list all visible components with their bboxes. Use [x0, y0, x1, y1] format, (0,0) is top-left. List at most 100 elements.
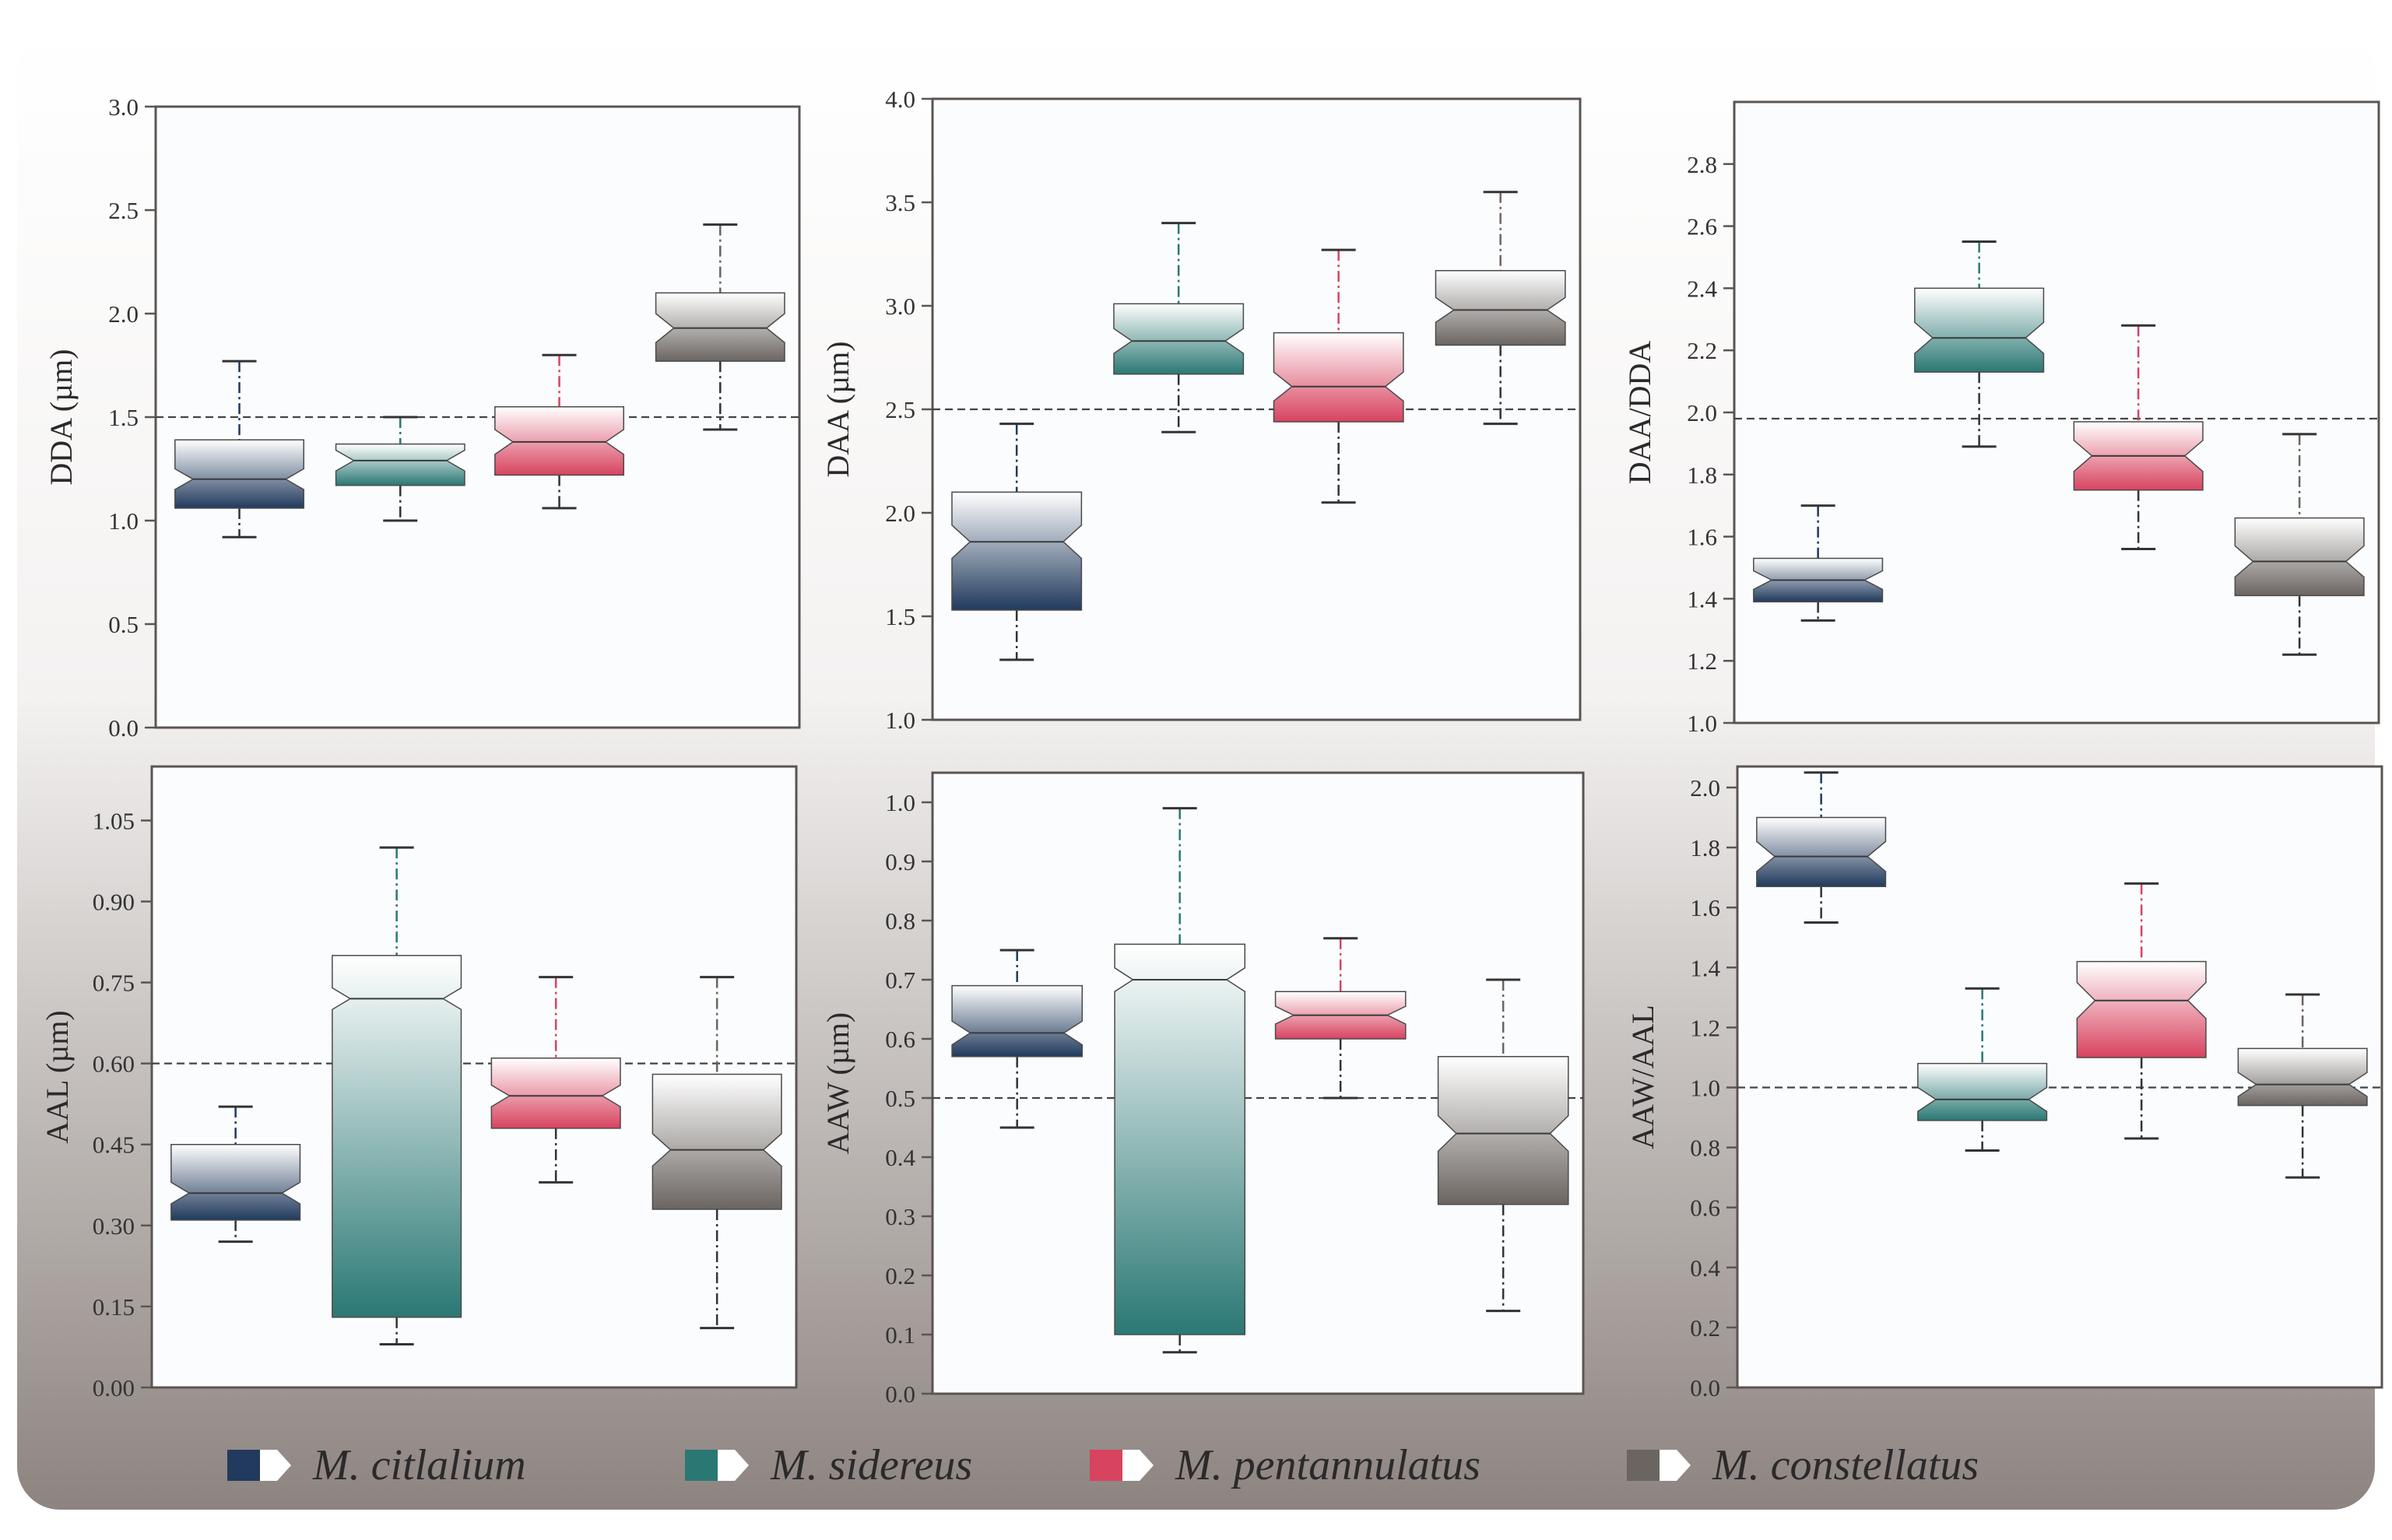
y-tick-label: 0.2 — [885, 1262, 915, 1289]
y-tick-label: 4.0 — [885, 86, 915, 113]
box-constellatus — [2237, 993, 2368, 1179]
y-tick-label: 1.4 — [1687, 585, 1717, 612]
y-tick-label: 0.6 — [1690, 1194, 1720, 1222]
y-tick-label: 1.0 — [1690, 1074, 1720, 1101]
box-citlalium — [1753, 504, 1884, 622]
box-body — [1437, 1056, 1569, 1205]
legend-label: M. sidereus — [770, 1441, 972, 1489]
y-tick-label: 1.5 — [885, 603, 915, 630]
y-tick-label: 2.0 — [108, 300, 139, 328]
y-axis-label: AAL (µm) — [40, 1010, 75, 1144]
box-body — [652, 1073, 782, 1210]
y-tick-label: 0.4 — [885, 1144, 915, 1171]
y-tick-label: 2.4 — [1687, 275, 1717, 302]
box-body — [2234, 517, 2365, 597]
chart-panel: 0.0 0.2 0.4 0.6 0.8 1.0 1.2 1.4 1.6 1.8 2.0 AAW/AAL — [1625, 765, 2383, 1401]
box-constellatus — [655, 223, 785, 431]
legend-label: M. citlalium — [312, 1441, 526, 1489]
y-tick-label: 0.3 — [885, 1203, 915, 1230]
y-tick-label: 2.0 — [885, 500, 915, 527]
y-tick-label: 0.8 — [885, 907, 915, 935]
y-tick-label: 1.6 — [1687, 524, 1717, 551]
y-tick-label: 1.0 — [1687, 710, 1717, 737]
y-tick-label: 1.0 — [108, 507, 139, 535]
box-constellatus — [1435, 191, 1566, 426]
box-body — [494, 405, 624, 476]
box-sidereus — [335, 416, 465, 522]
y-tick-label: 0.15 — [93, 1293, 135, 1321]
y-tick-label: 0.0 — [1690, 1374, 1720, 1401]
y-tick-label: 2.8 — [1687, 151, 1717, 178]
y-tick-label: 1.5 — [108, 404, 139, 431]
y-tick-label: 0.6 — [885, 1026, 915, 1053]
chart-panel: 0.0 0.5 1.0 1.5 2.0 2.5 3.0 DDA (µm) — [44, 93, 801, 742]
box-sidereus — [1113, 222, 1245, 433]
box-body — [951, 984, 1084, 1058]
box-citlalium — [170, 1105, 301, 1244]
box-sidereus — [1914, 240, 2045, 448]
y-tick-label: 0.2 — [1690, 1314, 1720, 1342]
legend-swatch-icon — [1090, 1450, 1154, 1481]
box-citlalium — [174, 360, 304, 538]
chart-panel: 0.0 0.1 0.2 0.3 0.4 0.5 0.6 0.7 0.8 0.9 1.0 AAW (µm… — [820, 771, 1585, 1408]
y-tick-label: 0.9 — [885, 848, 915, 875]
y-tick-label: 1.4 — [1690, 954, 1720, 981]
y-tick-label: 0.45 — [93, 1131, 135, 1159]
y-tick-label: 1.05 — [93, 807, 135, 834]
box-body — [1435, 270, 1566, 346]
y-tick-label: 1.8 — [1690, 834, 1720, 861]
y-tick-label: 1.6 — [1690, 894, 1720, 921]
box-citlalium — [951, 423, 1083, 661]
y-tick-label: 1.0 — [885, 707, 915, 734]
y-tick-label: 2.5 — [885, 396, 915, 423]
legend-swatch-icon — [1627, 1450, 1691, 1481]
legend-label: M. constellatus — [1712, 1441, 1979, 1489]
chart-panel: 1.0 1.2 1.4 1.6 1.8 2.0 2.2 2.4 2.6 2.8 DAA/DDA — [1622, 100, 2380, 737]
box-body — [1113, 303, 1245, 375]
legend-item-constellatus: M. constellatus — [1627, 1441, 1979, 1489]
y-tick-label: 0.0 — [885, 1380, 915, 1408]
box-pentannulatus — [490, 976, 621, 1184]
y-tick-label: 0.1 — [885, 1321, 915, 1349]
y-axis-label: DDA (µm) — [44, 349, 79, 485]
legend-item-citlalium: M. citlalium — [227, 1441, 526, 1489]
box-pentannulatus — [1273, 248, 1404, 504]
box-body — [174, 439, 304, 509]
box-body — [2076, 960, 2207, 1058]
box-body — [332, 955, 462, 1318]
y-tick-label: 2.6 — [1687, 213, 1717, 240]
y-tick-label: 0.7 — [885, 966, 915, 994]
y-tick-label: 0.90 — [93, 888, 135, 915]
box-sidereus — [332, 846, 462, 1345]
box-body — [951, 491, 1083, 611]
y-tick-label: 0.00 — [93, 1374, 135, 1401]
legend-item-sidereus: M. sidereus — [685, 1441, 972, 1489]
box-body — [335, 443, 465, 486]
y-tick-label: 3.5 — [885, 189, 915, 216]
box-sidereus — [1917, 987, 2048, 1152]
y-tick-label: 0.0 — [108, 714, 139, 742]
box-body — [2237, 1047, 2368, 1107]
y-tick-label: 0.60 — [93, 1051, 135, 1078]
y-tick-label: 0.75 — [93, 970, 135, 997]
y-axis-label: AAW (µm) — [820, 1012, 855, 1154]
plot-frame — [154, 105, 801, 729]
box-body — [490, 1057, 621, 1129]
box-body — [1273, 332, 1404, 423]
y-axis-label: DAA (µm) — [820, 341, 855, 477]
legend-label: M. pentannulatus — [1175, 1441, 1481, 1489]
y-tick-label: 1.0 — [885, 789, 915, 816]
plot-frame — [1733, 100, 2380, 724]
legend-item-pentannulatus: M. pentannulatus — [1090, 1441, 1481, 1489]
y-tick-label: 1.8 — [1687, 461, 1717, 489]
box-pentannulatus — [494, 353, 624, 510]
box-body — [1917, 1062, 2048, 1121]
chart-panels: 0.0 0.5 1.0 1.5 2.0 2.5 3.0 DDA (µm) 1.0 1.5 2.0 2.… — [40, 86, 2383, 1408]
box-pentannulatus — [2076, 882, 2207, 1140]
y-tick-label: 0.4 — [1690, 1254, 1720, 1282]
box-pentannulatus — [2073, 324, 2204, 551]
box-body — [1756, 816, 1887, 887]
y-tick-label: 0.8 — [1690, 1135, 1720, 1162]
y-tick-label: 1.2 — [1690, 1014, 1720, 1041]
